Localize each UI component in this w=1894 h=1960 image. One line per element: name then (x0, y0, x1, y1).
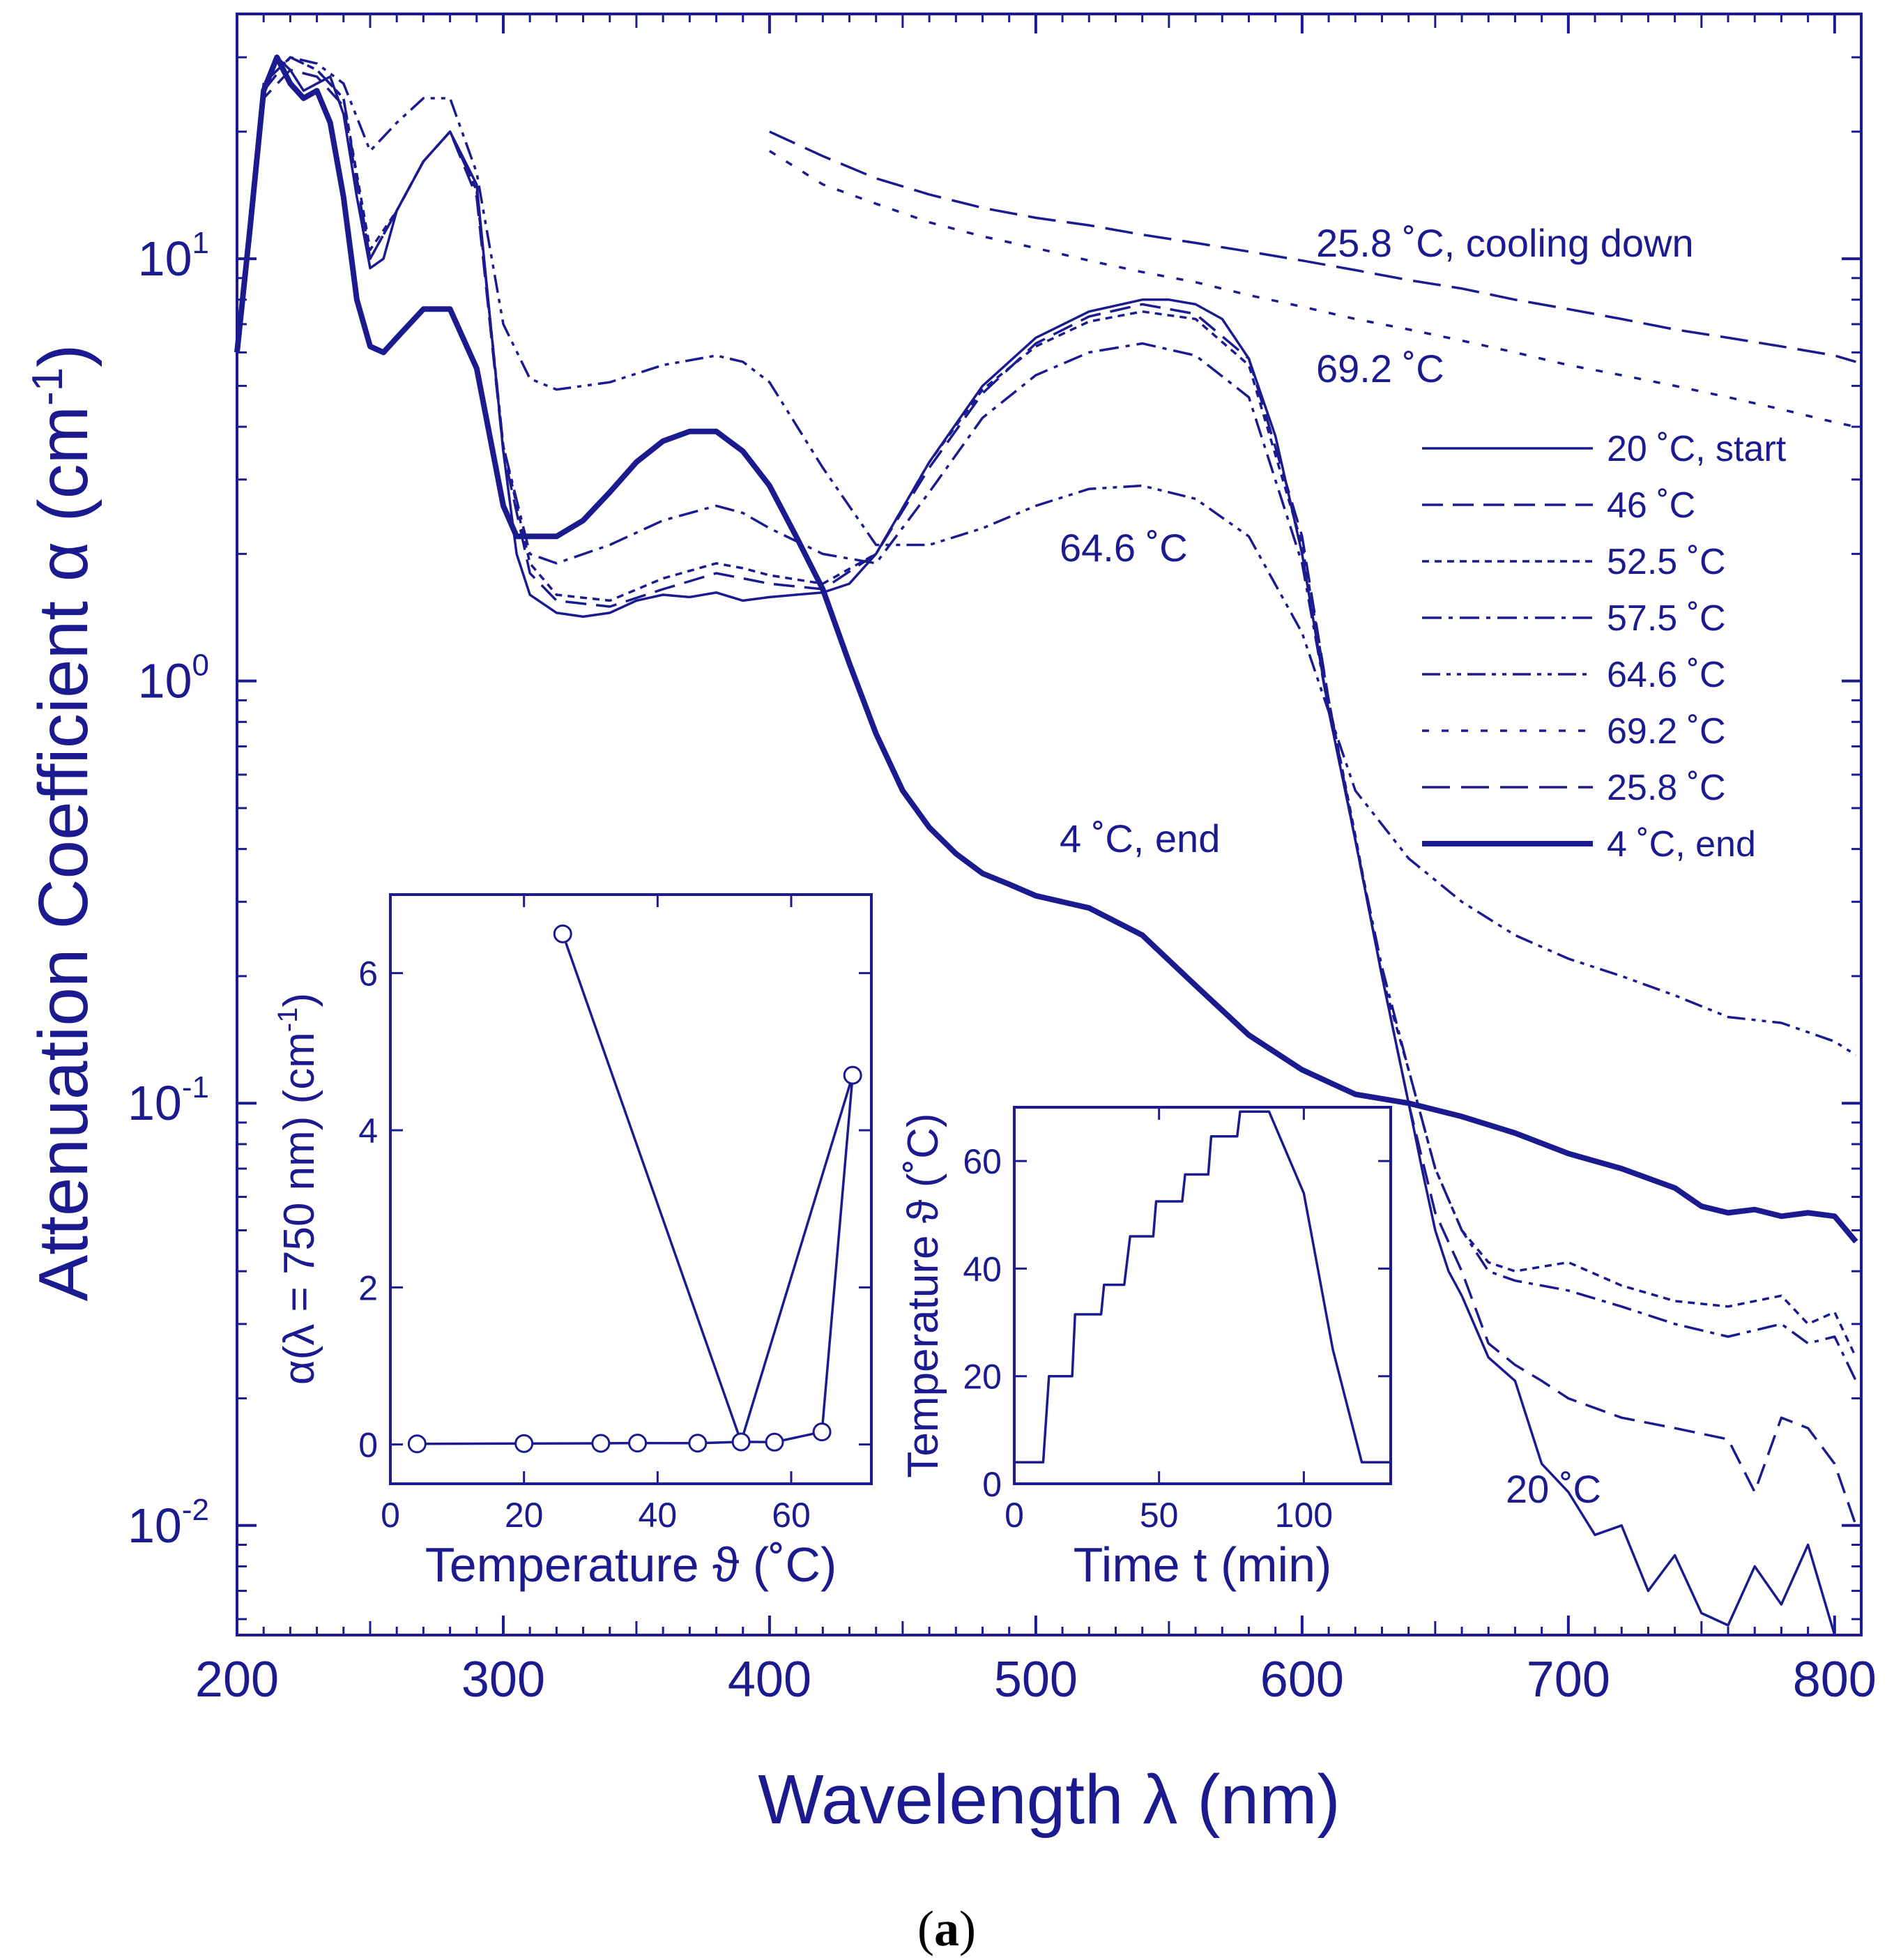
series-line-57-5-c (236, 56, 1857, 1382)
inset-temperature-axes: 0 20 40 60 0 2 4 6 (358, 895, 871, 1535)
inset-temperature-chart: 0 20 40 60 0 2 4 6 Temperature ϑ (˚C) α(λ = 750… (273, 893, 873, 1592)
main-legend: 20 ˚C, start 46 ˚C 52.5 ˚C 57.5 ˚C 64.6 ˚C 69… (1422, 429, 1787, 865)
inset-temperature-point (765, 1432, 784, 1452)
y-tick-label: 10-2 (128, 1493, 209, 1553)
x-tick-label: 400 (728, 1652, 811, 1708)
series-line-64-6-c (236, 56, 1857, 1056)
inset-temperature-x-axis-label: Temperature ϑ (˚C) (425, 1537, 837, 1592)
x-tick-label: 500 (994, 1652, 1078, 1708)
inset-temperature-point (628, 1434, 648, 1453)
annotation-4-c-end: 4 ˚C, end (1060, 816, 1220, 860)
inset-temperature-y-tick-label: 6 (358, 955, 378, 994)
inset-temperature-y-axis-label: α(λ = 750 nm) (cm-1) (273, 993, 323, 1385)
annotation-69-2-c: 69.2 ˚C (1316, 347, 1444, 390)
figure-caption: (a) (917, 1901, 976, 1957)
inset-temperature-point (731, 1432, 751, 1452)
inset-time-y-axis-label: Temperature ϑ (˚C) (899, 1113, 947, 1477)
inset-temperature-y-tick-label: 0 (358, 1426, 378, 1465)
main-plot-frame (236, 13, 1863, 1636)
main-annotations: 25.8 ˚C, cooling down 69.2 ˚C 64.6 ˚C 4 ˚C,… (1060, 221, 1694, 1511)
legend-label-52-5-c: 52.5 ˚C (1607, 542, 1726, 582)
inset-time-axes: 0 50 100 0 20 40 60 (963, 1107, 1391, 1535)
x-tick-label: 300 (461, 1652, 545, 1708)
series-line-4-c-end (234, 54, 1858, 1244)
inset-temperature-frame (389, 893, 873, 1485)
inset-temperature-point (688, 1434, 708, 1453)
legend-label-4-c-end: 4 ˚C, end (1607, 824, 1756, 865)
inset-temperature-point (843, 1065, 862, 1085)
inset-time-y-tick-label: 60 (963, 1142, 1002, 1181)
legend-label-57-5-c: 57.5 ˚C (1607, 598, 1726, 639)
x-tick-label: 800 (1793, 1652, 1877, 1708)
legend-label-69-2-c: 69.2 ˚C (1607, 711, 1726, 752)
inset-time-x-tick-label: 50 (1140, 1496, 1179, 1535)
inset-time-y-tick-label: 20 (963, 1358, 1002, 1397)
inset-temperature-x-tick-label: 0 (381, 1496, 400, 1535)
inset-temperature-x-tick-label: 20 (505, 1496, 544, 1535)
y-tick-label: 100 (138, 648, 209, 708)
legend-label-64-6-c: 64.6 ˚C (1607, 655, 1726, 695)
x-tick-label: 700 (1527, 1652, 1610, 1708)
inset-temperature-point (553, 924, 572, 943)
x-tick-label: 200 (195, 1652, 279, 1708)
main-series-group (234, 54, 1858, 1636)
inset-time-frame (1013, 1106, 1392, 1485)
y-tick-label: 10-1 (128, 1070, 209, 1130)
inset-time-x-tick-label: 0 (1005, 1496, 1024, 1535)
annotation-25-8-c-cooling-down: 25.8 ˚C, cooling down (1316, 221, 1694, 265)
inset-time-x-axis-label: Time t (min) (1074, 1537, 1332, 1592)
inset-time-y-tick-label: 0 (982, 1465, 1002, 1504)
series-line-25-8-c (769, 130, 1856, 363)
series-line-69-2-c (768, 150, 1856, 428)
annotation-20-c: 20 ˚C (1506, 1467, 1601, 1511)
inset-temperature-point (591, 1434, 611, 1453)
inset-temperature-x-tick-label: 40 (639, 1496, 678, 1535)
x-tick-label: 600 (1260, 1652, 1344, 1708)
inset-time-line (1014, 1110, 1391, 1464)
main-y-axis-label: Attenuation Coefficient α (cm-1) (24, 344, 102, 1302)
legend-label-25-8-c: 25.8 ˚C (1607, 768, 1726, 808)
inset-time-chart: 0 50 100 0 20 40 60 Time t (min) Temperature ϑ… (899, 1106, 1392, 1592)
inset-temperature-point (407, 1434, 427, 1454)
inset-temperature-plot (407, 924, 862, 1454)
inset-temperature-point (812, 1422, 832, 1442)
y-tick-label: 101 (138, 226, 209, 286)
legend-label-20-c-start: 20 ˚C, start (1607, 429, 1787, 469)
legend-label-46-c: 46 ˚C (1607, 485, 1695, 526)
inset-temperature-y-tick-label: 2 (358, 1268, 378, 1307)
inset-time-plot (1014, 1110, 1391, 1464)
inset-temperature-y-tick-label: 4 (358, 1111, 378, 1150)
annotation-64-6-c: 64.6 ˚C (1060, 526, 1188, 570)
main-x-axis-label: Wavelength λ (nm) (758, 1761, 1340, 1839)
series-line-46-c (236, 68, 1858, 1526)
inset-temperature-point (514, 1434, 534, 1453)
inset-time-x-tick-label: 100 (1275, 1496, 1333, 1535)
inset-temperature-x-tick-label: 60 (772, 1496, 811, 1535)
inset-time-y-tick-label: 40 (963, 1249, 1002, 1289)
